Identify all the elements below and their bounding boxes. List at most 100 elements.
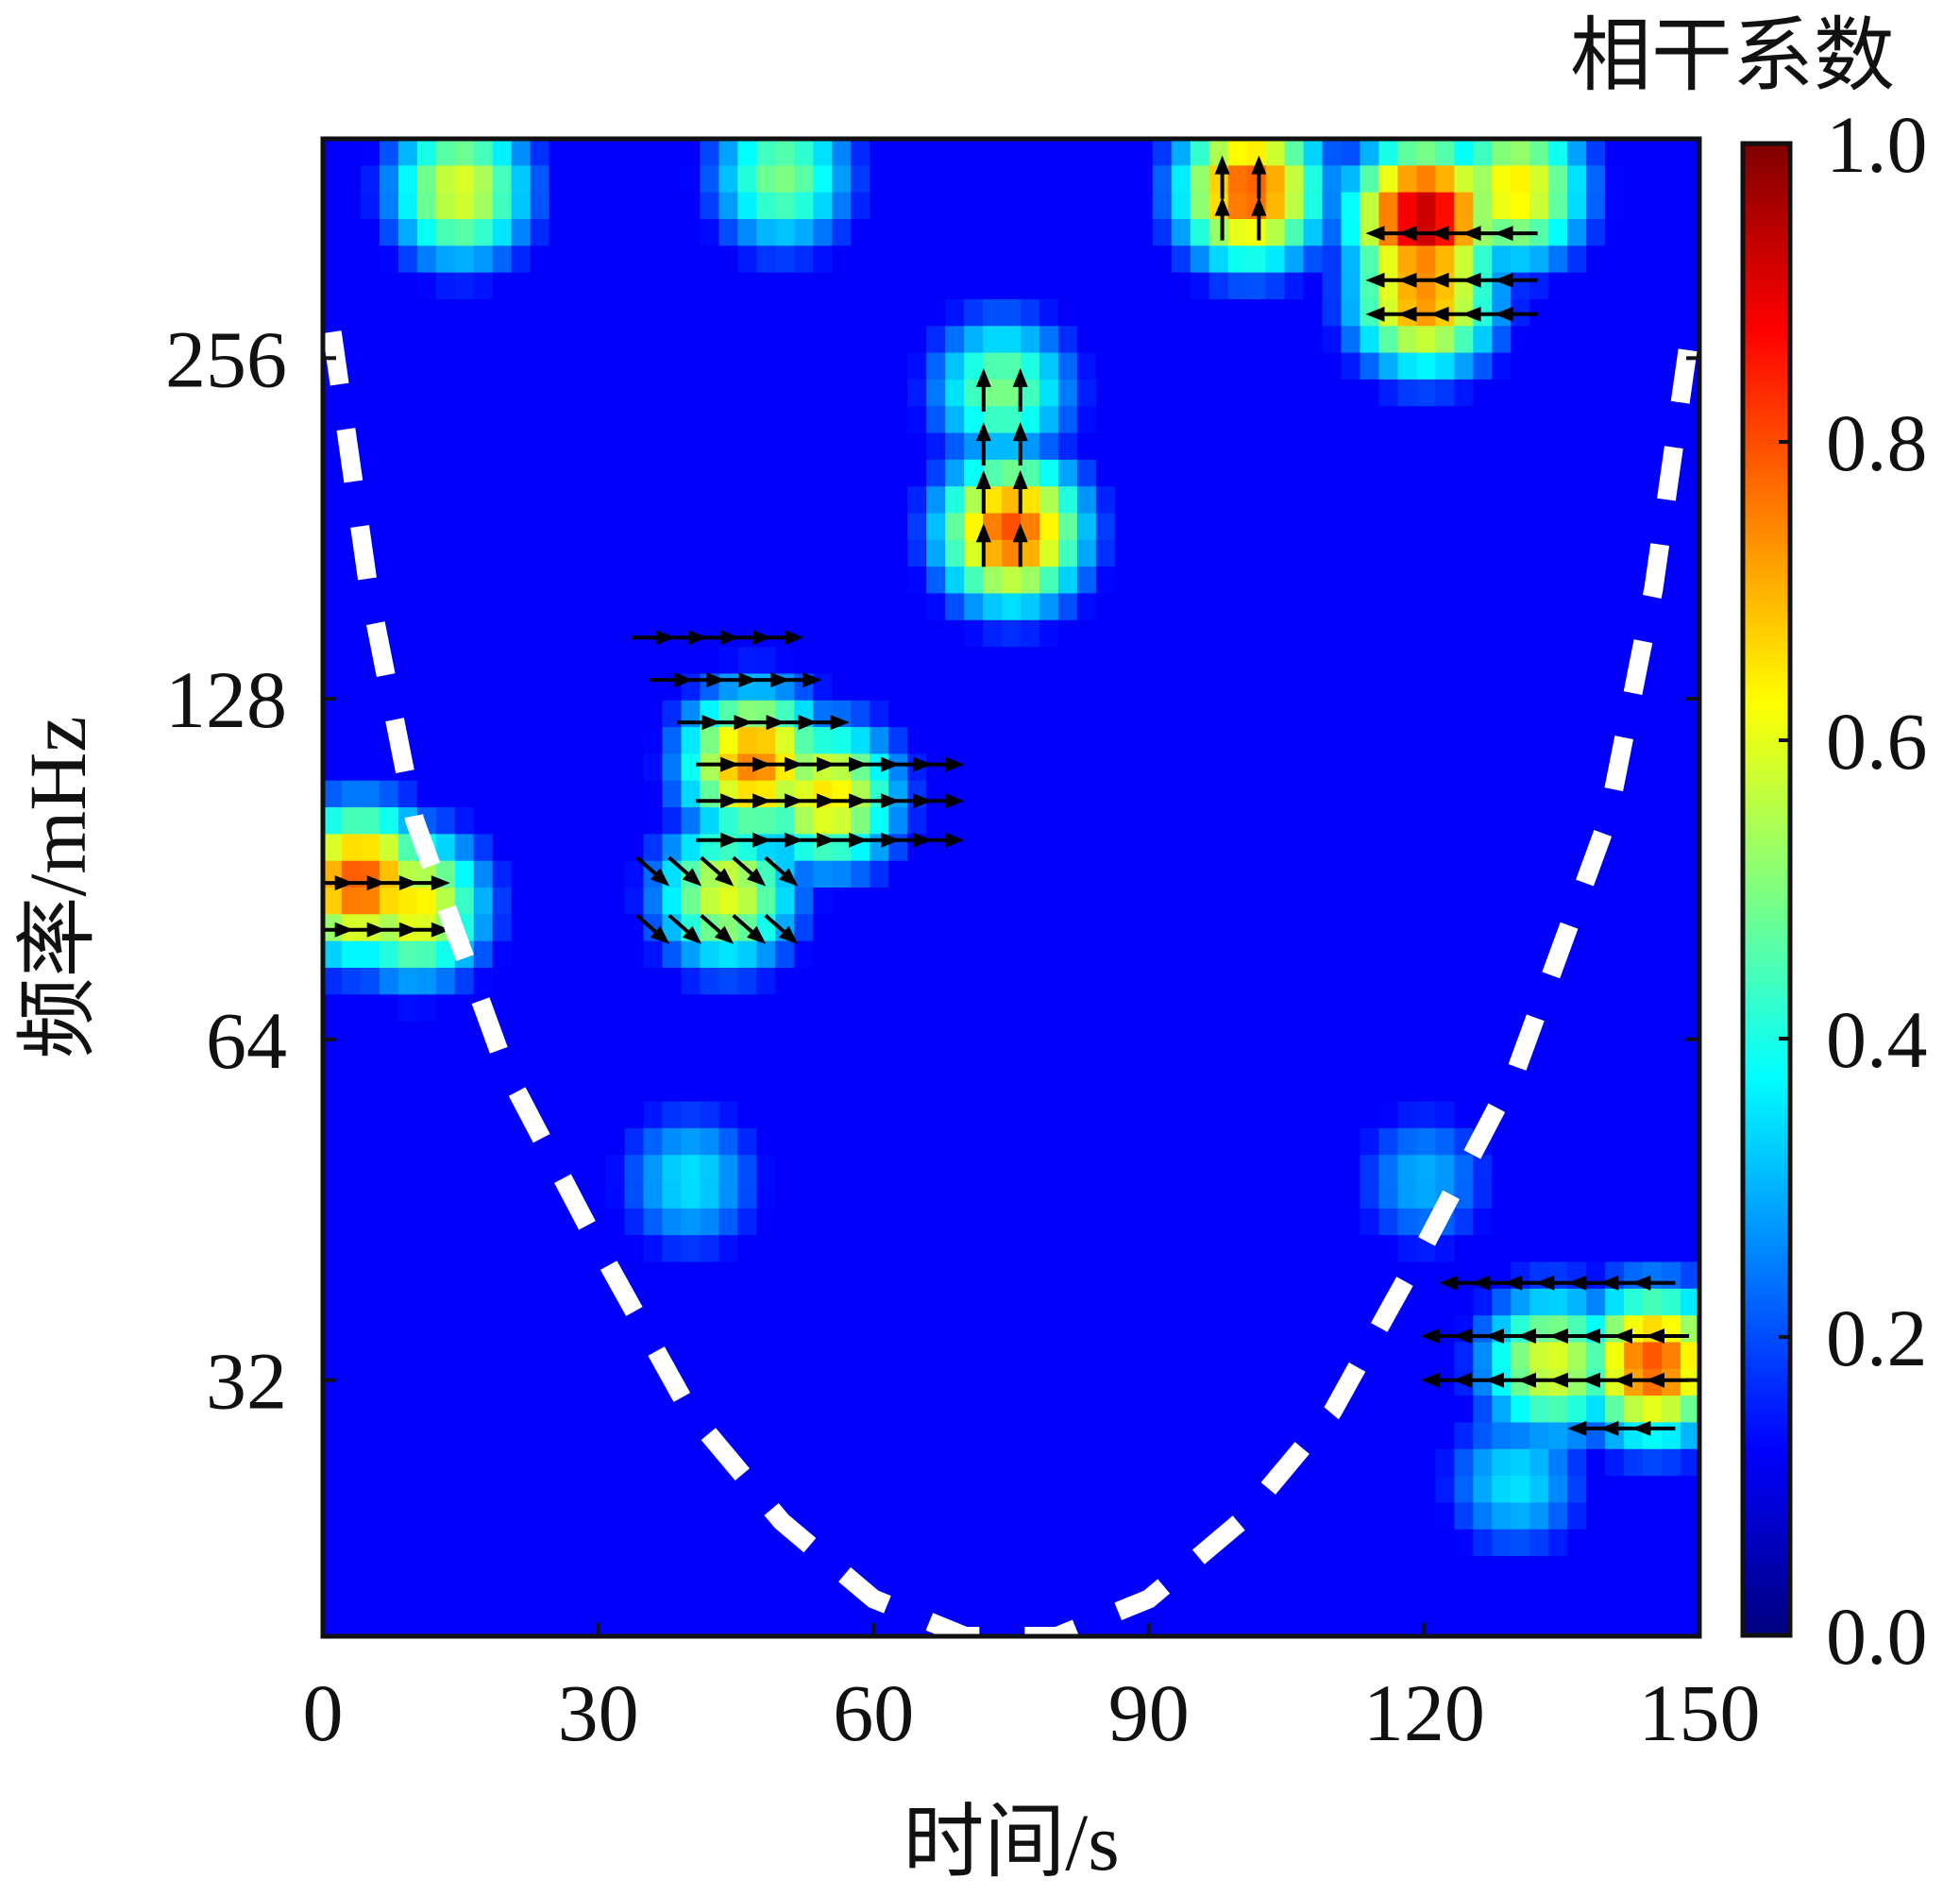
heatmap-cell bbox=[643, 1368, 664, 1396]
heatmap-cell bbox=[643, 1261, 664, 1290]
heatmap-cell bbox=[737, 192, 758, 220]
heatmap-cell bbox=[1624, 834, 1644, 862]
heatmap-cell bbox=[870, 272, 889, 300]
heatmap-cell bbox=[341, 1047, 362, 1076]
heatmap-cell bbox=[1322, 218, 1343, 247]
heatmap-cell bbox=[323, 1582, 343, 1611]
heatmap-cell bbox=[1265, 914, 1286, 942]
heatmap-cell bbox=[870, 1288, 889, 1316]
heatmap-cell bbox=[1322, 1074, 1343, 1103]
heatmap-cell bbox=[662, 1529, 683, 1557]
heatmap-cell bbox=[1095, 1342, 1116, 1370]
heatmap-cell bbox=[813, 513, 834, 541]
heatmap-cell bbox=[1322, 406, 1343, 434]
heatmap-cell bbox=[870, 807, 889, 836]
heatmap-cell bbox=[983, 727, 1003, 755]
heatmap-cell bbox=[1057, 1047, 1078, 1076]
heatmap-cell bbox=[1057, 218, 1078, 247]
heatmap-cell bbox=[964, 1021, 984, 1049]
heatmap-cell bbox=[435, 807, 456, 836]
heatmap-cell bbox=[1133, 192, 1154, 220]
x-tick-label: 60 bbox=[833, 1667, 914, 1758]
heatmap-cell bbox=[832, 780, 853, 808]
heatmap-cell bbox=[1548, 619, 1568, 648]
heatmap-cell bbox=[1341, 1609, 1361, 1636]
heatmap-cell bbox=[1529, 967, 1550, 996]
heatmap-cell bbox=[1605, 539, 1625, 567]
heatmap-cell bbox=[1341, 888, 1361, 916]
heatmap-cell bbox=[718, 1047, 739, 1076]
heatmap-cell bbox=[851, 1155, 870, 1183]
heatmap-cell bbox=[832, 379, 853, 408]
heatmap-cell bbox=[1265, 352, 1286, 381]
heatmap-cell bbox=[1435, 994, 1456, 1023]
heatmap-cell bbox=[1002, 888, 1022, 916]
heatmap-cell bbox=[662, 379, 683, 408]
heatmap-cell bbox=[1303, 298, 1324, 328]
heatmap-cell bbox=[379, 1315, 399, 1344]
heatmap-cell bbox=[1057, 914, 1078, 942]
heatmap-cell bbox=[1039, 914, 1059, 942]
heatmap-cell bbox=[586, 298, 607, 328]
heatmap-cell bbox=[1171, 1582, 1191, 1611]
heatmap-cell bbox=[813, 379, 834, 408]
heatmap-cell bbox=[341, 1235, 362, 1263]
heatmap-cell bbox=[567, 1342, 588, 1370]
phase-arrow bbox=[764, 855, 799, 887]
heatmap-cell bbox=[492, 1181, 513, 1210]
heatmap-cell bbox=[492, 1127, 513, 1157]
heatmap-cell bbox=[775, 967, 796, 996]
heatmap-cell bbox=[1190, 1315, 1210, 1344]
heatmap-cell bbox=[870, 727, 889, 755]
heatmap-cell bbox=[1002, 1529, 1022, 1557]
heatmap-cell bbox=[737, 165, 758, 194]
heatmap-cell bbox=[1511, 994, 1531, 1023]
heatmap-cell bbox=[492, 298, 513, 328]
heatmap-cell bbox=[1076, 1021, 1097, 1049]
heatmap-cell bbox=[1397, 1422, 1418, 1450]
heatmap-cell bbox=[794, 1155, 815, 1183]
heatmap-cell bbox=[945, 860, 965, 888]
heatmap-cell bbox=[397, 1181, 418, 1210]
heatmap-cell bbox=[416, 1261, 437, 1290]
heatmap-cell bbox=[1567, 753, 1587, 782]
heatmap-cell bbox=[1492, 860, 1512, 888]
heatmap-cell bbox=[1511, 567, 1531, 595]
heatmap-cell bbox=[341, 1021, 362, 1049]
heatmap-cell bbox=[832, 1422, 853, 1450]
heatmap-cell bbox=[1662, 914, 1681, 942]
heatmap-cell bbox=[341, 1261, 362, 1290]
heatmap-cell bbox=[1548, 994, 1568, 1023]
heatmap-cell bbox=[1303, 192, 1324, 220]
heatmap-cell bbox=[454, 1155, 475, 1183]
heatmap-cell bbox=[926, 192, 946, 220]
heatmap-cell bbox=[1454, 780, 1475, 808]
heatmap-cell bbox=[1020, 753, 1040, 782]
heatmap-cell bbox=[1322, 1502, 1343, 1531]
heatmap-cell bbox=[492, 1074, 513, 1103]
heatmap-cell bbox=[1567, 1127, 1587, 1157]
heatmap-cell bbox=[681, 432, 701, 461]
heatmap-cell bbox=[1548, 192, 1568, 220]
heatmap-cell bbox=[681, 1288, 701, 1316]
heatmap-cell bbox=[756, 432, 777, 461]
heatmap-cell bbox=[511, 1609, 532, 1636]
heatmap-cell bbox=[983, 1047, 1003, 1076]
heatmap-cell bbox=[473, 165, 494, 194]
heatmap-cell bbox=[1397, 914, 1418, 942]
heatmap-cell bbox=[1039, 1101, 1059, 1129]
heatmap-cell bbox=[605, 807, 626, 836]
heatmap-cell bbox=[1360, 1368, 1380, 1396]
heatmap-cell bbox=[983, 780, 1003, 808]
heatmap-cell bbox=[1114, 1315, 1135, 1344]
heatmap-cell bbox=[1114, 1101, 1135, 1129]
heatmap-cell bbox=[1039, 1476, 1059, 1504]
heatmap-cell bbox=[435, 940, 456, 969]
heatmap-cell bbox=[1643, 1609, 1663, 1636]
heatmap-cell bbox=[379, 218, 399, 247]
heatmap-cell bbox=[1190, 245, 1210, 274]
heatmap-cell bbox=[794, 1261, 815, 1290]
heatmap-cell bbox=[1397, 1181, 1418, 1210]
heatmap-cell bbox=[1190, 673, 1210, 702]
heatmap-cell bbox=[341, 1208, 362, 1236]
